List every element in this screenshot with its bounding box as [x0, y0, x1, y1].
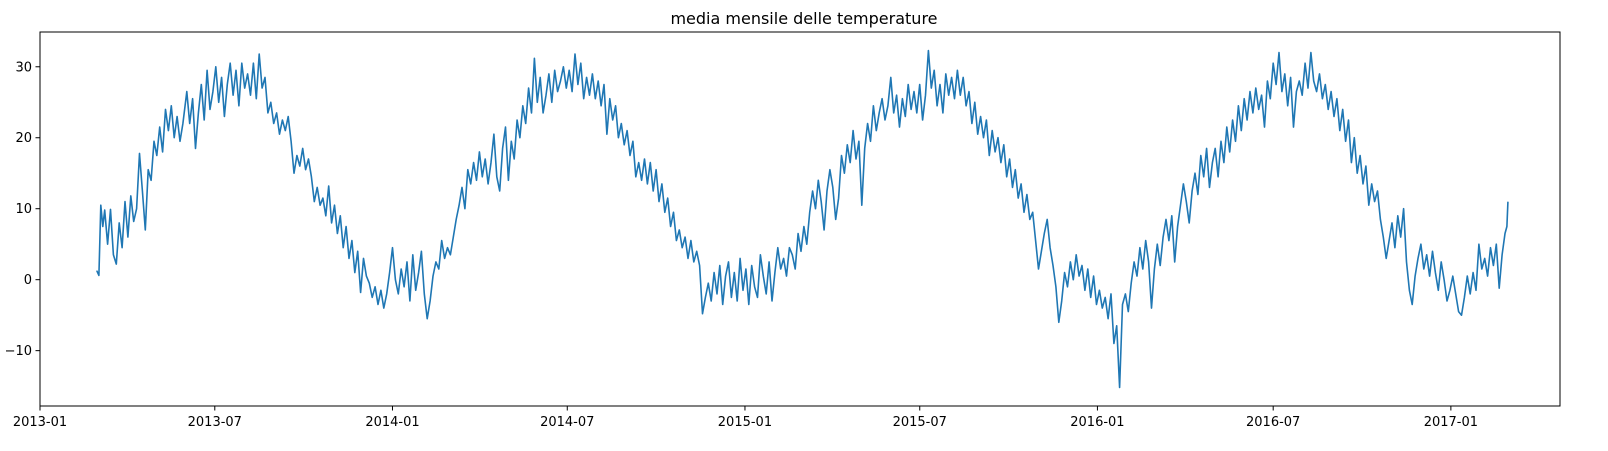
chart-title: media mensile delle temperature: [670, 9, 937, 28]
y-tick-label: 10: [15, 202, 32, 217]
x-tick-label: 2014-07: [540, 415, 594, 430]
y-tick-label: 0: [24, 273, 32, 288]
x-axis: 2013-01 2013-07 2014-01 2014-07 2015-01 2015-…: [13, 406, 1478, 430]
x-tick-label: 2017-01: [1424, 415, 1478, 430]
x-tick-label: 2016-07: [1246, 415, 1300, 430]
y-axis: −10 0 10 20 30: [5, 60, 40, 359]
series-line-0: [96, 49, 1509, 389]
x-tick-label: 2013-01: [13, 415, 67, 430]
y-tick-label: 20: [15, 131, 32, 146]
x-tick-label: 2016-01: [1070, 415, 1124, 430]
x-tick-label: 2014-01: [365, 415, 419, 430]
plot-area: [96, 49, 1509, 389]
y-tick-label: 30: [15, 60, 32, 75]
x-tick-label: 2015-07: [893, 415, 947, 430]
x-tick-label: 2015-01: [718, 415, 772, 430]
y-tick-label: −10: [5, 344, 32, 359]
axes-frame: [39, 31, 1561, 407]
x-tick-label: 2013-07: [188, 415, 242, 430]
